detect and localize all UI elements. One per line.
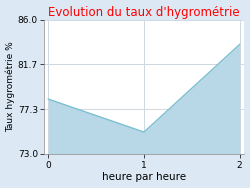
X-axis label: heure par heure: heure par heure [102,172,186,182]
Y-axis label: Taux hygrométrie %: Taux hygrométrie % [6,41,15,132]
Title: Evolution du taux d'hygrométrie: Evolution du taux d'hygrométrie [48,6,240,19]
